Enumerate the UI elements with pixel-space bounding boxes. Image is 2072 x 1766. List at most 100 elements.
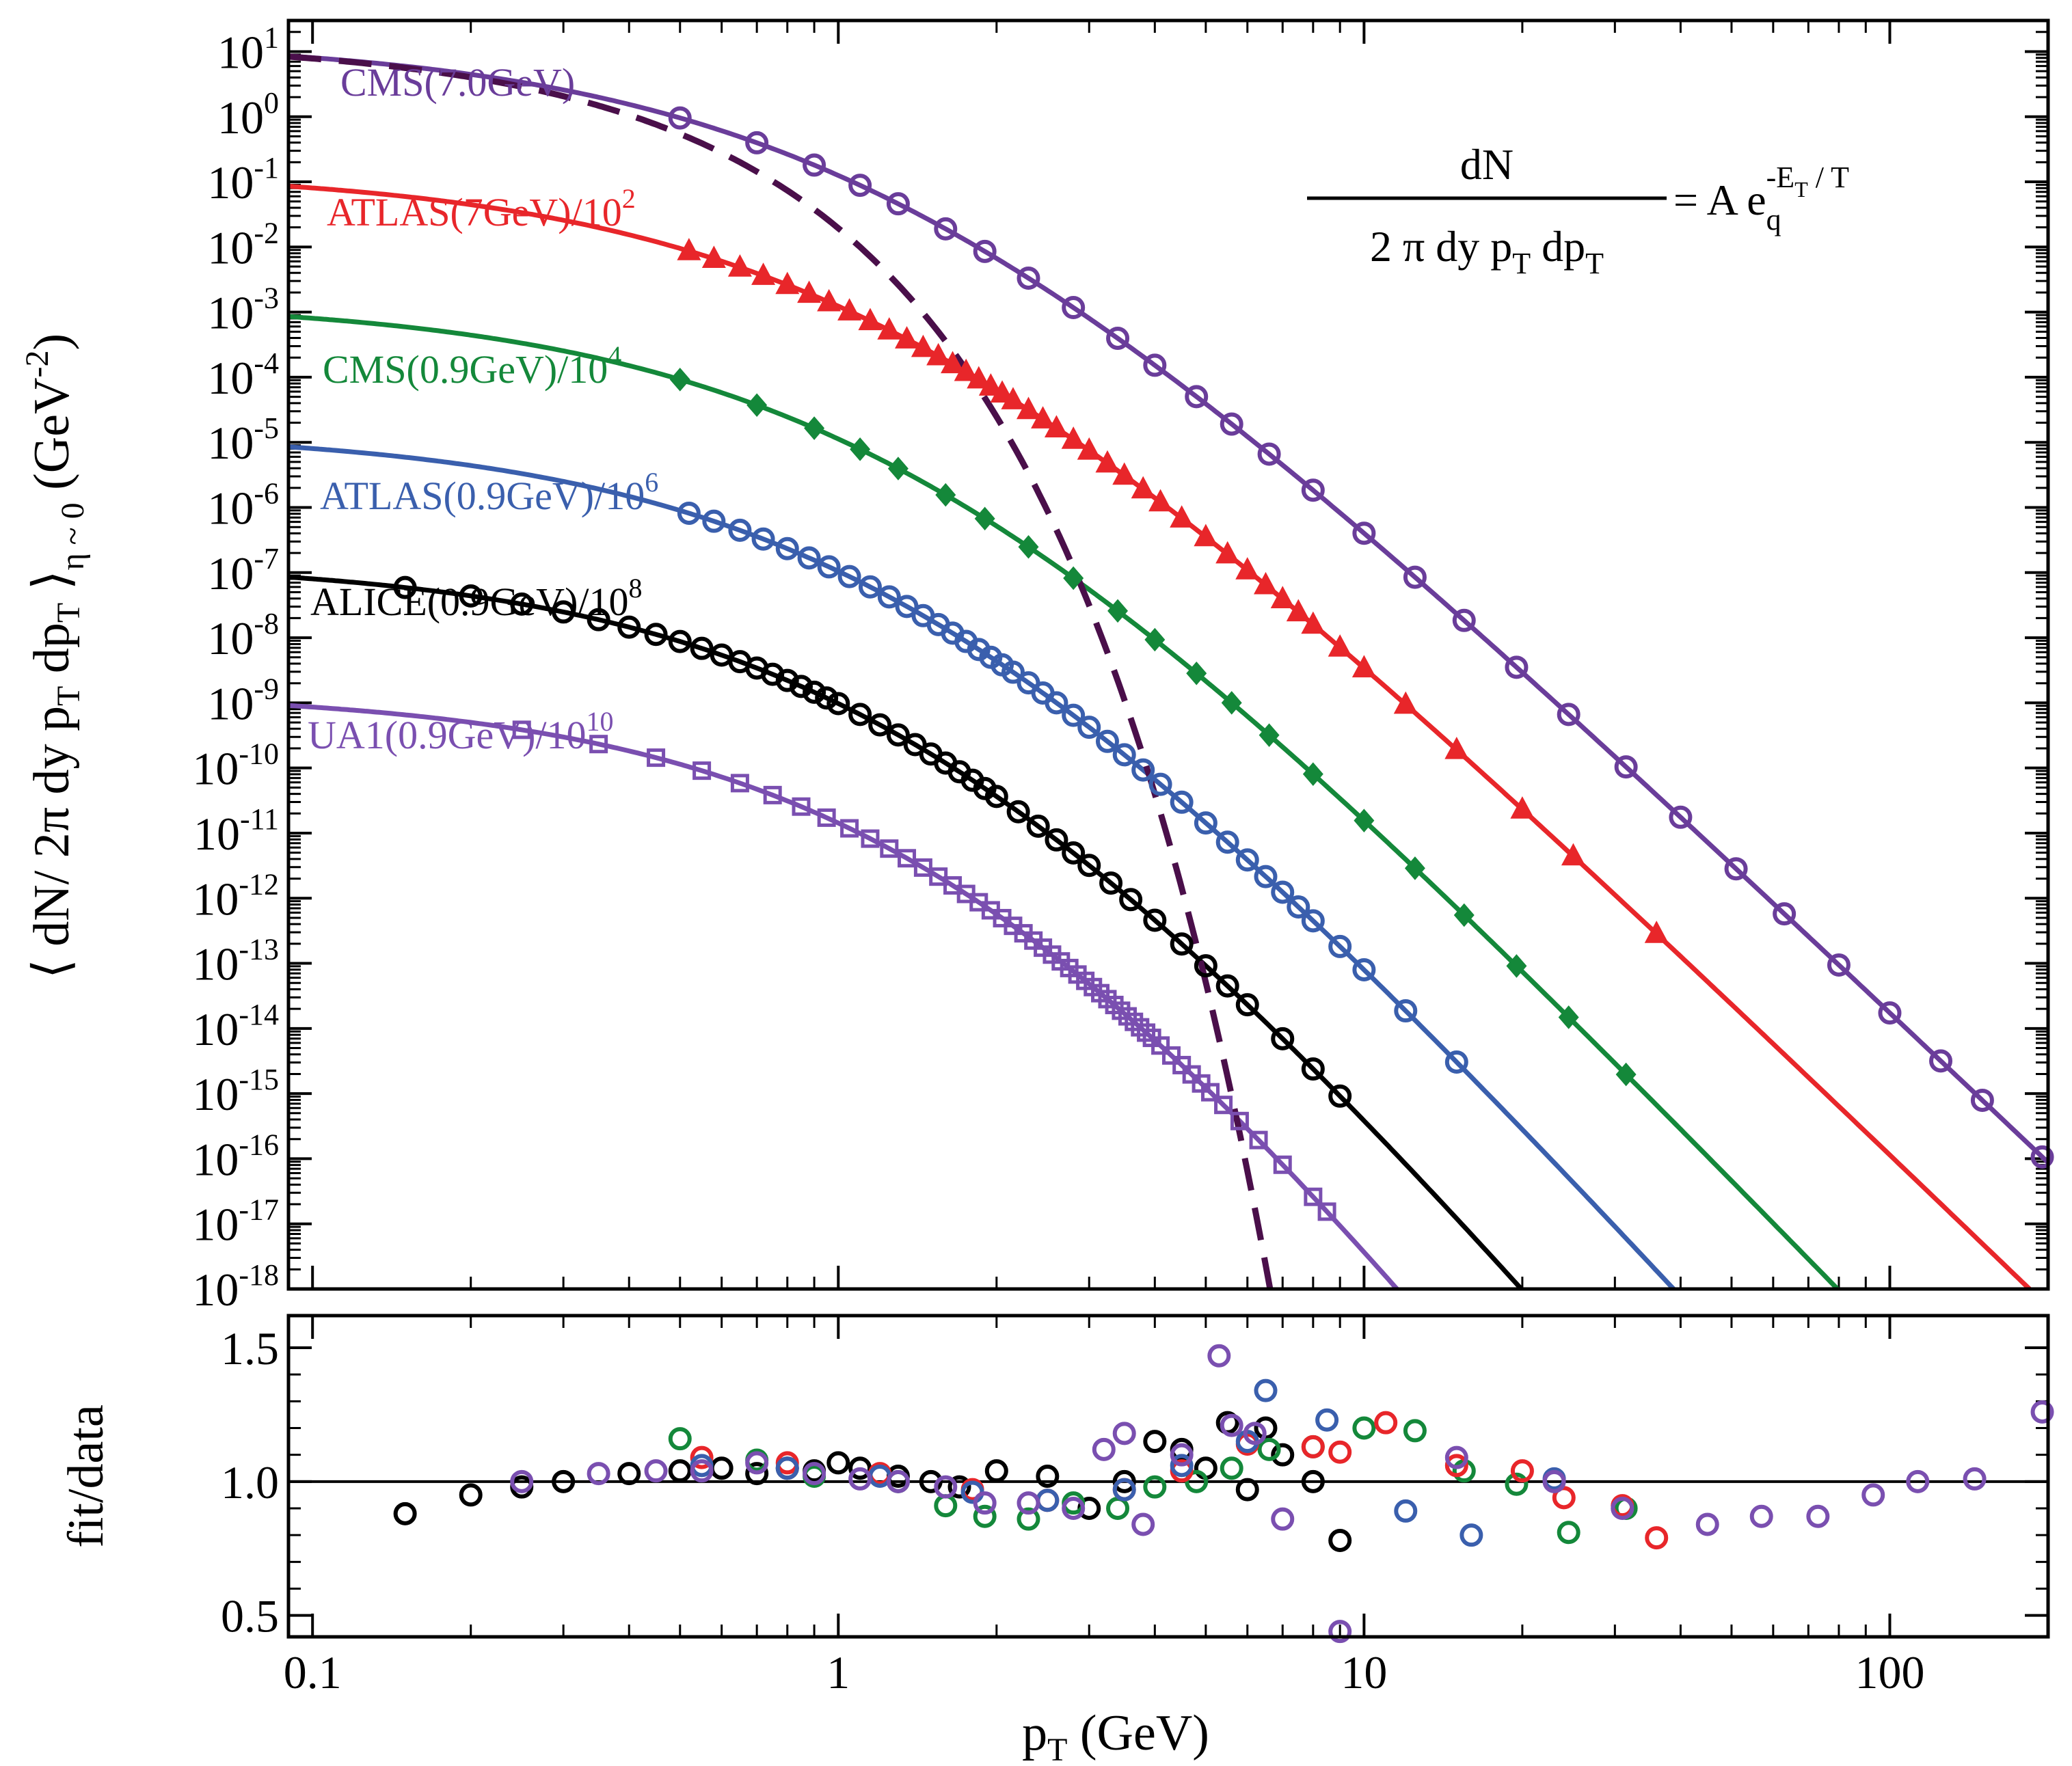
data-point [1099, 871, 1123, 895]
ratio-point [1328, 1529, 1352, 1552]
data-point [1095, 729, 1119, 753]
data-point [1561, 843, 1585, 866]
data-point [1929, 1049, 1953, 1073]
ratio-y-tick-label: 1.0 [221, 1456, 279, 1508]
data-point [804, 416, 825, 440]
data-point [1170, 790, 1194, 814]
x-axis-label-unit: (GeV) [1067, 1705, 1209, 1761]
ratio-point [1112, 1469, 1136, 1493]
data-point [877, 585, 901, 609]
data-point [692, 761, 712, 780]
ratio-point [1185, 1469, 1209, 1493]
ratio-y-axis-label: fit/data [58, 1404, 114, 1548]
ratio-point [1963, 1467, 1987, 1491]
data-point [1148, 489, 1173, 512]
ratio-point [1505, 1472, 1529, 1496]
data-point [1062, 841, 1086, 865]
data-point [510, 592, 534, 616]
data-point [868, 713, 892, 737]
data-point [644, 623, 668, 647]
data-point [1230, 1111, 1249, 1130]
data-point [967, 366, 991, 389]
ratio-point [1143, 1430, 1167, 1454]
ratio-point [510, 1469, 534, 1493]
data-point [1352, 958, 1376, 982]
data-point [1724, 857, 1748, 881]
data-point [858, 308, 883, 331]
data-point [1214, 1096, 1233, 1115]
ratio-point [1112, 1478, 1136, 1502]
data-point [751, 262, 776, 285]
data-point [751, 527, 775, 551]
data-point [1510, 796, 1535, 819]
data-point [880, 839, 899, 858]
ratio-point [1861, 1483, 1885, 1507]
ratio-point [668, 1459, 692, 1483]
ratio-point [745, 1462, 769, 1486]
data-point [1131, 758, 1155, 782]
ratio-point [668, 1427, 692, 1451]
data-point [1254, 865, 1278, 888]
data-point [898, 849, 917, 868]
data-point [1301, 909, 1325, 933]
x-tick-label: 100 [1855, 1646, 1924, 1698]
data-point [887, 457, 909, 480]
ratio-point [1542, 1469, 1566, 1493]
data-point [1215, 830, 1239, 854]
y-tick-label: 10-11 [193, 802, 279, 860]
data-point [837, 565, 861, 588]
ratio-point [1749, 1504, 1773, 1528]
data-point [973, 239, 997, 263]
ratio-point [552, 1469, 576, 1493]
ratio-point [934, 1475, 958, 1499]
data-point [1220, 412, 1243, 436]
ratio-point [1271, 1507, 1295, 1531]
main-frame [286, 18, 2050, 1291]
data-point [668, 106, 692, 130]
x-axis-label-p: p [1022, 1705, 1047, 1761]
data-point [512, 720, 531, 739]
data-point [848, 174, 872, 198]
data-point [1143, 908, 1167, 932]
data-point [1301, 611, 1326, 634]
data-point [1172, 1055, 1192, 1074]
data-point [1144, 627, 1166, 652]
ratio-point [1131, 1512, 1155, 1536]
data-point [1235, 557, 1260, 580]
data-point [1185, 385, 1209, 409]
data-point [1453, 903, 1475, 927]
data-point [1194, 811, 1217, 835]
data-point [790, 675, 813, 698]
ratio-point [1444, 1454, 1468, 1478]
ratio-point [1017, 1491, 1040, 1515]
ratio-point [1017, 1507, 1040, 1531]
data-point [1077, 716, 1101, 739]
x-tick-labels: 0.1 1 10 100 [284, 1646, 1925, 1698]
data-point [1001, 660, 1025, 684]
ratio-point [1301, 1435, 1325, 1458]
y-tick-label: 10-9 [207, 672, 279, 729]
data-point [840, 819, 859, 838]
ratio-point [1257, 1437, 1281, 1461]
data-point [589, 735, 608, 754]
data-point [1221, 691, 1242, 715]
data-point [797, 546, 821, 570]
data-point [1354, 809, 1375, 832]
data-point [1271, 880, 1295, 904]
data-point [730, 774, 749, 793]
data-point [1061, 426, 1086, 449]
data-point [858, 575, 882, 599]
data-point [668, 629, 692, 653]
data-point [1505, 655, 1529, 679]
y-tick-label: 10-1 [207, 151, 279, 208]
ratio-point [886, 1469, 910, 1493]
ratio-point [1112, 1422, 1136, 1445]
y-tick-label: 10-13 [192, 933, 279, 990]
data-point [1328, 634, 1352, 657]
ratio-point [1328, 1620, 1352, 1644]
series-label: ATLAS(0.9GeV)/106 [320, 467, 658, 518]
data-point [728, 518, 752, 542]
data-point [1351, 655, 1376, 678]
